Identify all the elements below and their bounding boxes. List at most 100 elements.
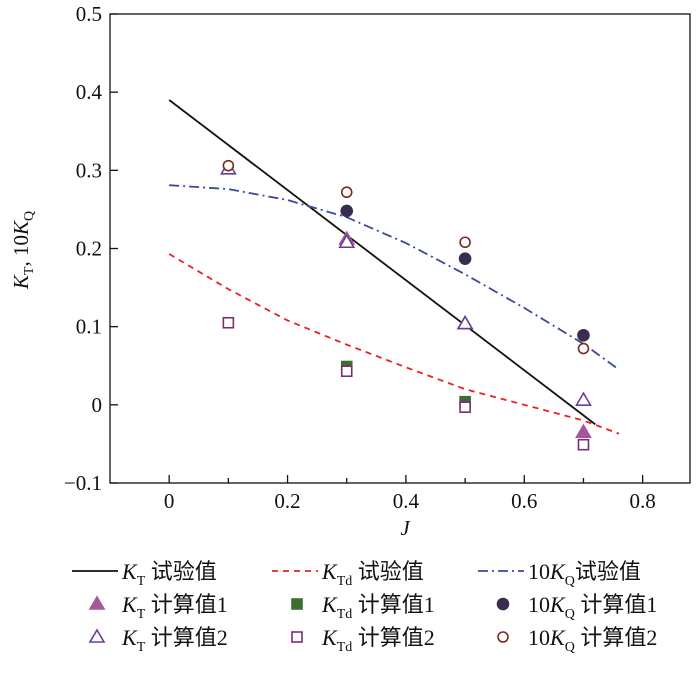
legend-suffix: 计算值1 <box>145 592 228 617</box>
legend-suffix: 计算值2 <box>575 625 658 650</box>
legend-symbol: K <box>121 592 138 617</box>
legend-marker <box>88 595 106 610</box>
data-point <box>458 252 472 265</box>
legend-prefix: 10 <box>528 625 550 650</box>
data-point <box>340 186 353 199</box>
series-7 <box>222 316 590 451</box>
legend-marker <box>497 631 509 643</box>
x-axis-label: J <box>400 516 411 540</box>
data-point <box>575 391 592 406</box>
legend-suffix: 试验值 <box>352 559 424 584</box>
plot-frame <box>109 13 691 484</box>
legend-item: 10KQ 计算值2 <box>497 625 657 655</box>
data-point <box>459 236 471 249</box>
legend-label: KTd 计算值2 <box>321 625 435 655</box>
legend-item: 10KQ试验值 <box>478 559 641 589</box>
series-1 <box>168 253 620 435</box>
legend-prefix: 10 <box>528 592 550 617</box>
legend-label: 10KQ 计算值2 <box>528 625 657 655</box>
legend-subscript: Td <box>337 640 353 655</box>
legend-marker <box>88 628 106 643</box>
legend-symbol: K <box>121 625 138 650</box>
legend-suffix: 计算值1 <box>575 592 658 617</box>
legend-item: KTd 计算值1 <box>291 592 435 622</box>
legend-prefix: 10 <box>528 559 550 584</box>
legend-subscript: T <box>137 607 146 622</box>
legend-item: 10KQ 计算值1 <box>496 592 657 622</box>
legend-marker <box>291 598 303 610</box>
x-tick-label: 0.8 <box>630 489 656 513</box>
legend-item: KTd 试验值 <box>272 559 424 589</box>
y-tick-label: 0.2 <box>76 237 102 261</box>
y-axis-label: KT, 10KQ <box>9 211 37 290</box>
data-point <box>459 401 471 413</box>
legend-item: KT 计算值1 <box>88 592 228 622</box>
axis-ticks: 0 0.2 0.4 0.6 0.8 −0.1 0 0.1 0.2 0.3 0.4 0.5 <box>64 2 656 513</box>
legend-label: KTd 计算值1 <box>321 592 435 622</box>
data-point <box>577 328 590 342</box>
series-line <box>168 99 596 426</box>
y-tick-label: 0.4 <box>76 80 103 104</box>
legend-item: KTd 计算值2 <box>291 625 435 655</box>
x-tick-label: 0 <box>164 489 175 513</box>
y-tick-label: 0.1 <box>76 315 102 339</box>
series-line <box>168 253 620 435</box>
series-5 <box>340 204 590 342</box>
data-point <box>338 233 356 249</box>
data-point <box>456 314 474 330</box>
y-tick-label: 0.3 <box>76 158 102 182</box>
legend-item: KT 试验值 <box>72 559 217 589</box>
series-2 <box>169 184 620 371</box>
data-point <box>575 423 592 438</box>
legend-suffix: 试验值 <box>575 559 641 584</box>
legend-label: KT 计算值1 <box>121 592 228 622</box>
series-0 <box>168 99 596 426</box>
legend-subscript: Td <box>337 607 353 622</box>
legend-suffix: 计算值2 <box>145 625 228 650</box>
legend-label: KT 试验值 <box>121 559 217 589</box>
legend-label: 10KQ 计算值1 <box>528 592 657 622</box>
data-point <box>222 316 235 329</box>
x-tick-label: 0.2 <box>274 489 300 513</box>
legend-symbol: K <box>321 559 338 584</box>
legend-symbol: K <box>321 592 338 617</box>
legend-marker <box>496 597 510 611</box>
legend-item: KT 计算值2 <box>88 625 228 655</box>
x-tick-label: 0.4 <box>393 489 420 513</box>
series-8 <box>222 159 590 355</box>
data-point <box>577 438 590 451</box>
legend-symbol: K <box>121 559 138 584</box>
legend-subscript: Q <box>565 607 575 622</box>
legend-symbol: K <box>549 559 566 584</box>
legend-symbol: K <box>549 625 566 650</box>
legend-suffix: 试验值 <box>145 559 217 584</box>
legend-subscript: T <box>137 574 146 589</box>
y-tick-label: −0.1 <box>64 471 102 495</box>
y-label-part: Q <box>22 211 37 221</box>
y-label-part: K <box>9 220 33 236</box>
y-label-part: , 10 <box>9 235 33 267</box>
legend-label: KTd 试验值 <box>321 559 424 589</box>
legend-label: 10KQ试验值 <box>528 559 641 589</box>
legend-symbol: K <box>549 592 566 617</box>
legend-label: KT 计算值2 <box>121 625 228 655</box>
legend-subscript: Q <box>565 640 575 655</box>
x-tick-label: 0.6 <box>511 489 537 513</box>
legend-subscript: T <box>137 640 146 655</box>
y-label-part: K <box>9 274 33 290</box>
data-point <box>340 365 353 378</box>
legend-marker <box>291 631 303 643</box>
y-tick-label: 0 <box>92 393 103 417</box>
y-tick-label: 0.5 <box>76 2 102 26</box>
legend-subscript: Td <box>337 574 353 589</box>
series-layer <box>168 99 620 451</box>
data-point <box>222 159 235 172</box>
series-line <box>169 184 620 371</box>
legend-subscript: Q <box>565 574 575 589</box>
data-point <box>577 342 590 355</box>
data-point <box>340 204 354 218</box>
legend-symbol: K <box>321 625 338 650</box>
legend-suffix: 计算值1 <box>352 592 435 617</box>
